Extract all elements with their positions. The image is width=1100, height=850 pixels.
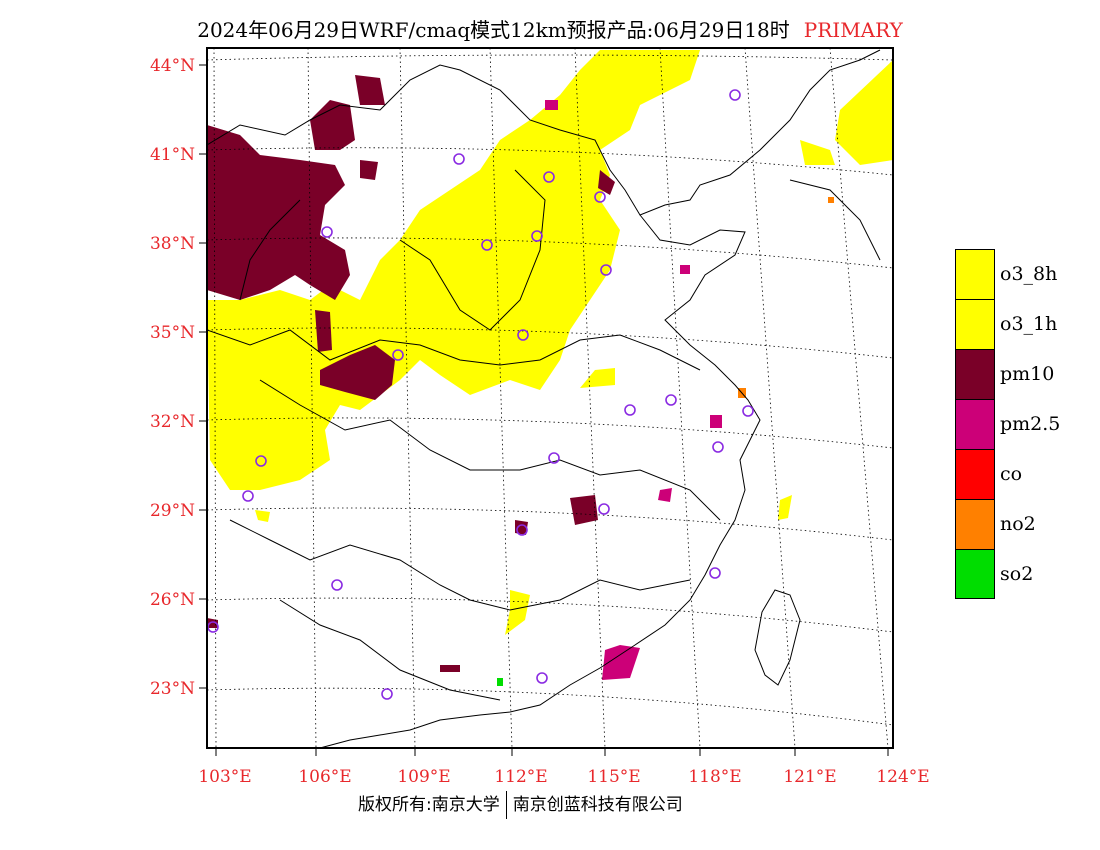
legend-item-so2: so2: [955, 549, 1095, 599]
legend-item-o3-8h: o3_8h: [955, 249, 1095, 299]
tick-marks: [199, 64, 889, 756]
lon-axis: 103°E 106°E 109°E 112°E 115°E 118°E 121°…: [198, 767, 929, 787]
legend-label: so2: [1000, 563, 1034, 585]
copyright-owner: 版权所有:南京大学: [358, 795, 500, 815]
legend-item-pm25: pm2.5: [955, 399, 1095, 449]
legend-swatch: [955, 349, 995, 399]
pollutant-legend: o3_8h o3_1h pm10 pm2.5 co no2 so2: [955, 249, 1095, 599]
lat-label: 26°N: [150, 590, 195, 610]
o3-regions: [207, 50, 893, 635]
title-text: 2024年06月29日WRF/cmaq模式12km预报产品:06月29日18时: [197, 18, 790, 42]
map-content: [207, 48, 893, 748]
pm25-regions: [545, 100, 722, 680]
legend-label: o3_1h: [1000, 313, 1058, 335]
copyright-footer: 版权所有:南京大学 南京创蓝科技有限公司: [358, 790, 683, 819]
lat-label: 44°N: [150, 56, 195, 76]
legend-item-pm10: pm10: [955, 349, 1095, 399]
no2-spot: [828, 197, 834, 203]
lon-label: 109°E: [397, 767, 450, 787]
so2-spot: [497, 678, 503, 686]
lon-label: 115°E: [587, 767, 640, 787]
lon-label: 121°E: [783, 767, 836, 787]
legend-label: o3_8h: [1000, 263, 1058, 285]
lat-label: 23°N: [150, 679, 195, 699]
lat-label: 32°N: [150, 412, 195, 432]
legend-label: pm2.5: [1000, 413, 1061, 435]
lat-label: 29°N: [150, 501, 195, 521]
lon-label: 124°E: [876, 767, 929, 787]
graticule: [207, 48, 893, 748]
legend-swatch: [955, 299, 995, 349]
lon-label: 118°E: [688, 767, 741, 787]
legend-label: pm10: [1000, 363, 1055, 385]
legend-swatch: [955, 399, 995, 449]
lon-label: 106°E: [298, 767, 351, 787]
legend-item-o3-1h: o3_1h: [955, 299, 1095, 349]
lat-label: 41°N: [150, 145, 195, 165]
lat-label: 35°N: [150, 323, 195, 343]
title-tag: PRIMARY: [803, 18, 903, 42]
lon-label: 103°E: [198, 767, 251, 787]
legend-item-no2: no2: [955, 499, 1095, 549]
legend-swatch: [955, 249, 995, 299]
legend-label: co: [1000, 463, 1023, 485]
boundaries: [207, 49, 881, 748]
copyright-company: 南京创蓝科技有限公司: [512, 795, 683, 815]
map-frame: [206, 47, 894, 749]
legend-swatch: [955, 449, 995, 499]
footer-separator: [505, 791, 507, 819]
legend-swatch: [955, 499, 995, 549]
legend-label: no2: [1000, 513, 1036, 535]
legend-swatch: [955, 549, 995, 599]
lat-axis: 44°N 41°N 38°N 35°N 32°N 29°N 26°N 23°N: [150, 56, 195, 699]
map-title: 2024年06月29日WRF/cmaq模式12km预报产品:06月29日18时 P…: [0, 14, 1100, 43]
lat-label: 38°N: [150, 234, 195, 254]
legend-item-co: co: [955, 449, 1095, 499]
lon-label: 112°E: [494, 767, 547, 787]
